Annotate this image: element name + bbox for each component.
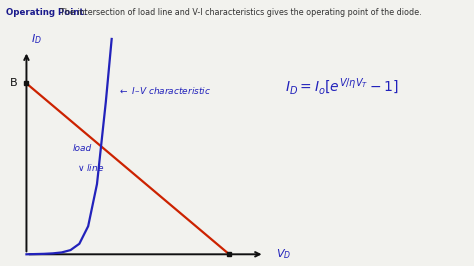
Text: $I_D = I_o \left[ e^{V/\eta V_T} - 1\right]$: $I_D = I_o \left[ e^{V/\eta V_T} - 1\rig…	[285, 76, 399, 97]
Text: $\vee$ line: $\vee$ line	[77, 162, 105, 173]
Text: B: B	[9, 78, 17, 88]
Text: The intersection of load line and V-I characteristics gives the operating point : The intersection of load line and V-I ch…	[55, 8, 421, 17]
Text: $\leftarrow$ I–V characteristic: $\leftarrow$ I–V characteristic	[118, 85, 211, 96]
Text: Operating Point:: Operating Point:	[6, 8, 87, 17]
Text: load: load	[73, 144, 92, 153]
Text: $I_D$: $I_D$	[31, 32, 42, 46]
Text: $V_D$: $V_D$	[276, 247, 292, 261]
